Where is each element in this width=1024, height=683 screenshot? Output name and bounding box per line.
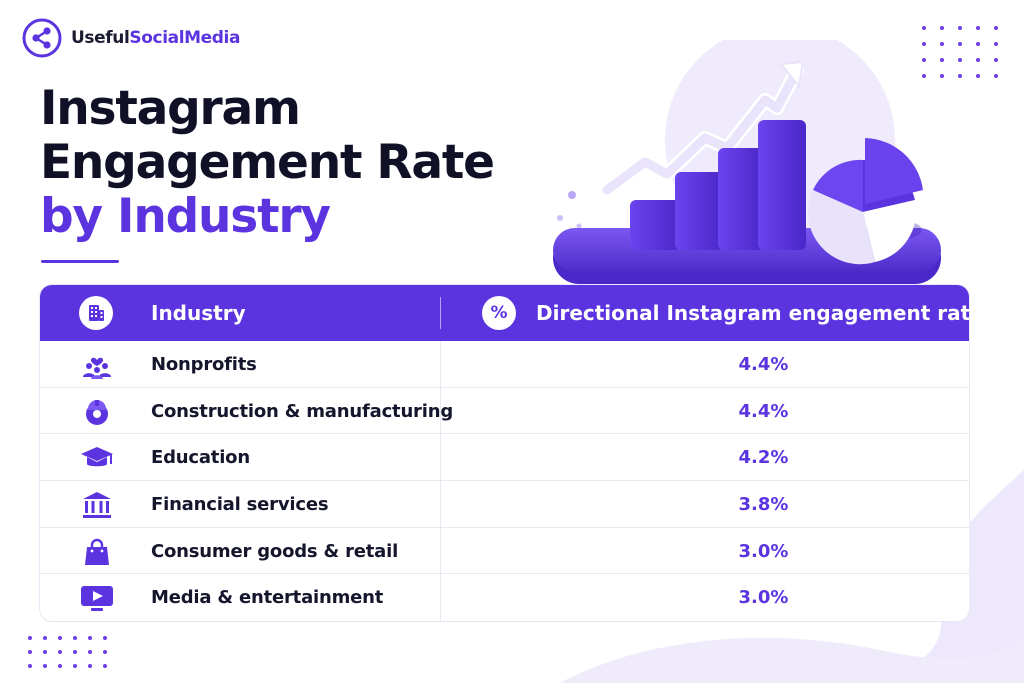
table-row: Education 4.2%: [40, 434, 969, 482]
dot: [58, 664, 62, 668]
shopping-bag-icon: [80, 537, 114, 567]
industry-label: Media & entertainment: [151, 587, 384, 609]
dot: [940, 58, 944, 62]
dot: [43, 650, 47, 654]
dot: [940, 26, 944, 30]
dot: [994, 26, 998, 30]
share-logo-icon: [22, 18, 62, 58]
growth-chart-illustration: [553, 40, 941, 284]
dot: [73, 664, 77, 668]
rate-value: 3.0%: [738, 587, 789, 609]
title-line-1: Instagram: [40, 81, 301, 136]
dot: [922, 58, 926, 62]
dot: [43, 664, 47, 668]
header-divider: [440, 297, 441, 329]
table-row: Nonprofits 4.4%: [40, 341, 969, 388]
dot-grid-top-right: [922, 26, 998, 78]
industry-label: Consumer goods & retail: [151, 540, 399, 562]
rate-value: 3.0%: [738, 540, 789, 562]
rate-value: 3.8%: [738, 494, 789, 516]
building-icon: [79, 296, 113, 330]
dot: [73, 650, 77, 654]
industry-label: Construction & manufacturing: [151, 400, 453, 422]
rate-value: 4.4%: [738, 400, 789, 422]
background-blob-bottom: [560, 637, 1024, 683]
dot: [922, 26, 926, 30]
engagement-rate-table: Industry % Directional Instagram engagem…: [40, 285, 969, 621]
dot: [958, 42, 962, 46]
dot: [976, 58, 980, 62]
dot: [958, 58, 962, 62]
dot: [28, 650, 32, 654]
dot: [73, 636, 77, 640]
dot: [976, 26, 980, 30]
graduation-cap-icon: [80, 443, 114, 473]
dot: [28, 636, 32, 640]
dot: [940, 42, 944, 46]
dot: [103, 664, 107, 668]
dot: [994, 42, 998, 46]
column-header-rate: Directional Instagram engagement rate: [536, 301, 969, 325]
dot: [994, 74, 998, 78]
column-header-industry: Industry: [151, 301, 246, 325]
page-title: Instagram Engagement Rate by Industry: [40, 81, 495, 244]
title-line-3: by Industry: [40, 189, 331, 244]
dot: [88, 650, 92, 654]
table-row: Financial services 3.8%: [40, 481, 969, 528]
play-screen-icon: [80, 583, 114, 613]
dot: [43, 636, 47, 640]
dot: [958, 26, 962, 30]
title-line-2: Engagement Rate: [40, 135, 495, 190]
dot: [88, 636, 92, 640]
table-row: Consumer goods & retail 3.0%: [40, 527, 969, 575]
dot: [922, 42, 926, 46]
industry-label: Nonprofits: [151, 354, 257, 375]
dot-grid-bottom-left: [28, 636, 107, 668]
dot: [58, 636, 62, 640]
dot: [994, 58, 998, 62]
dot: [103, 650, 107, 654]
title-underline: [41, 260, 119, 263]
table-body: Nonprofits 4.4% Construction & manufactu…: [40, 341, 969, 621]
table-header: Industry % Directional Instagram engagem…: [40, 285, 969, 341]
dot: [58, 650, 62, 654]
rate-value: 4.4%: [738, 354, 789, 375]
dot: [976, 42, 980, 46]
industry-label: Financial services: [151, 494, 329, 516]
industry-label: Education: [151, 447, 250, 469]
dot: [958, 74, 962, 78]
dot: [922, 74, 926, 78]
table-row: Construction & manufacturing 4.4%: [40, 387, 969, 435]
percent-icon: %: [482, 296, 516, 330]
heart-people-icon: [80, 350, 114, 380]
bank-icon: [80, 490, 114, 520]
dot: [88, 664, 92, 668]
table-row: Media & entertainment 3.0%: [40, 574, 969, 621]
dot: [103, 636, 107, 640]
hardhat-gear-icon: [80, 397, 114, 427]
rate-value: 4.2%: [738, 447, 789, 469]
brand-name: UsefulSocialMedia: [71, 28, 241, 48]
dot: [940, 74, 944, 78]
dot: [28, 664, 32, 668]
dot: [976, 74, 980, 78]
brand-logo[interactable]: UsefulSocialMedia: [22, 18, 240, 58]
